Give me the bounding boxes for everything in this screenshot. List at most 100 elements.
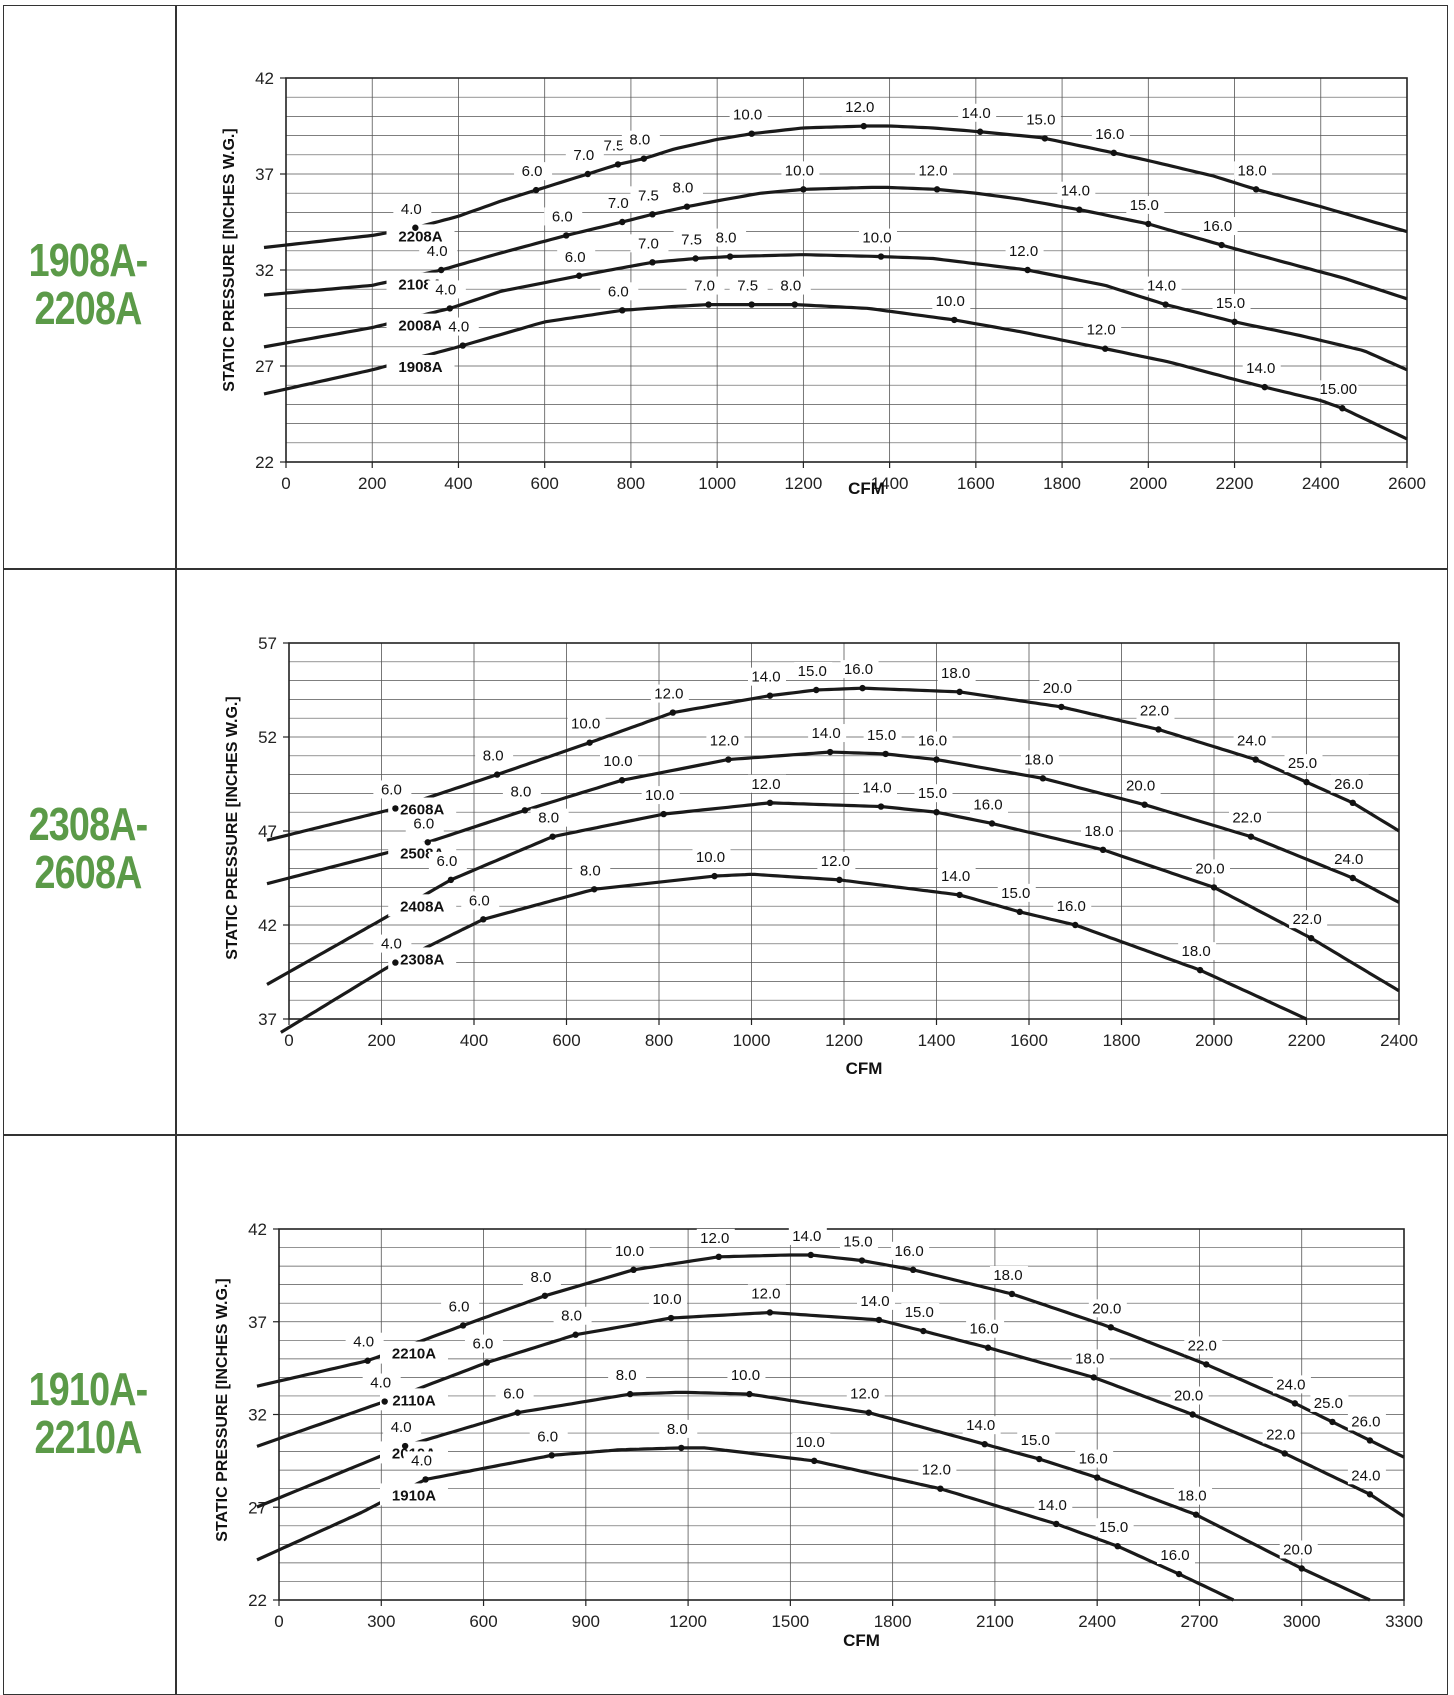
data-label: 7.5: [737, 278, 758, 295]
data-point: [813, 686, 820, 694]
row-divider-2: [3, 1134, 1448, 1136]
data-label-bg: [1017, 1431, 1056, 1450]
data-label-bg: [600, 194, 639, 212]
data-point: [683, 203, 691, 210]
data-label: 15.0: [1099, 1519, 1128, 1536]
data-label-bg: [649, 1290, 688, 1309]
series-2008A: 2008A 4.0 6.0 7.0 7.5 8.0 10.0 12.0 14.0 15.0: [263, 228, 1408, 372]
data-label-bg: [572, 861, 611, 880]
data-label: 12.0: [654, 686, 683, 703]
data-label-bg: [1095, 1518, 1134, 1537]
data-point: [800, 186, 807, 193]
data-label: 15.0: [1001, 885, 1030, 902]
curve-stub: [266, 876, 290, 886]
data-label-bg: [1242, 359, 1281, 378]
grid: [285, 78, 1408, 462]
y-tick-label: 47: [258, 822, 277, 841]
data-point: [422, 1476, 429, 1483]
data-point: [618, 777, 626, 784]
data-label-bg: [1091, 124, 1130, 143]
data-label: 14.0: [792, 1228, 821, 1245]
data-point: [1203, 1361, 1210, 1368]
y-tick-label: 22: [248, 1591, 267, 1610]
data-label-bg: [1081, 821, 1119, 840]
data-label: 16.0: [1160, 1547, 1189, 1564]
data-label: 12.0: [1087, 322, 1116, 339]
data-point: [640, 155, 648, 162]
x-axis-label: CFM: [848, 479, 885, 498]
data-label: 6.0: [469, 892, 490, 909]
data-label: 6.0: [436, 853, 457, 870]
data-label: 6.0: [473, 1336, 494, 1353]
data-point: [1141, 801, 1148, 808]
data-label-bg: [1229, 808, 1267, 827]
data-label-bg: [1039, 678, 1078, 697]
data-label-bg: [692, 848, 731, 867]
data-point: [920, 1327, 927, 1335]
series-name-label: 2110A: [392, 1392, 436, 1409]
y-tick-label: 42: [258, 916, 277, 935]
data-label: 12.0: [751, 1285, 780, 1302]
data-label: 4.0: [427, 243, 448, 260]
data-label: 6.0: [381, 781, 402, 798]
data-point: [877, 803, 885, 810]
data-label-bg: [403, 1451, 442, 1470]
data-point: [807, 1251, 815, 1259]
data-label-bg: [840, 660, 879, 679]
series-1910A: 1910A 4.0 6.0 8.0 10.0 12.0 14.0 15.0 16.0: [256, 1419, 1235, 1602]
data-label: 12.0: [1009, 243, 1038, 260]
data-label-bg: [1122, 776, 1161, 795]
series-name-label: 2210A: [392, 1346, 436, 1363]
data-point: [1192, 1511, 1200, 1518]
data-label: 15.0: [1021, 1432, 1050, 1449]
data-label: 22.0: [1293, 911, 1322, 928]
data-label-bg: [1284, 754, 1323, 773]
data-label: 4.0: [391, 1419, 412, 1436]
curve-line: [285, 253, 1408, 372]
data-point: [1155, 726, 1162, 733]
data-point: [480, 916, 487, 923]
series-1908A: 1908A 4.0 6.0 7.0 7.5 8.0 10.0 12.0 14.0 15.00: [263, 276, 1408, 441]
data-point: [678, 1444, 685, 1452]
data-label: 8.0: [667, 1421, 688, 1438]
data-label: 25.0: [1314, 1395, 1343, 1412]
data-label-bg: [630, 186, 669, 205]
curve-stub: [256, 1379, 280, 1388]
data-label: 14.0: [1147, 278, 1176, 295]
data-label: 4.0: [435, 281, 456, 298]
x-tick-label: 2100: [976, 1612, 1014, 1631]
data-label: 15.0: [1130, 197, 1159, 214]
series-name-label: 2608A: [400, 802, 444, 819]
data-label-bg: [659, 1419, 698, 1438]
data-label: 18.0: [993, 1267, 1022, 1284]
data-label: 16.0: [969, 1321, 998, 1338]
data-label: 15.0: [1026, 111, 1055, 128]
x-tick-label: 400: [444, 474, 472, 493]
data-label: 16.0: [894, 1243, 923, 1260]
data-label-bg: [1272, 1375, 1311, 1394]
x-tick-label: 1800: [1103, 1031, 1141, 1050]
data-label: 10.0: [615, 1243, 644, 1260]
data-point: [548, 1452, 555, 1459]
data-label: 15.0: [1216, 295, 1245, 312]
data-point: [909, 1266, 917, 1274]
data-label-bg: [863, 725, 902, 744]
data-point: [532, 186, 540, 194]
data-label-bg: [1199, 217, 1238, 236]
data-point: [1210, 884, 1218, 891]
data-label-bg: [1262, 1425, 1301, 1444]
data-label: 16.0: [1057, 898, 1086, 915]
data-label-bg: [1174, 1486, 1213, 1505]
data-point: [988, 820, 996, 827]
series-2408A: 2408A 6.0 8.0 10.0 12.0 14.0 15.0 16.0 18.0 20.0 2…: [266, 774, 1400, 993]
data-point: [981, 1440, 988, 1448]
data-label: 4.0: [370, 1375, 391, 1392]
data-point: [614, 161, 622, 168]
row-divider-1: [3, 568, 1448, 570]
data-point: [882, 750, 889, 758]
data-point: [826, 748, 834, 756]
y-tick-label: 22: [255, 453, 274, 472]
data-label: 8.0: [483, 748, 504, 765]
data-point: [860, 122, 867, 130]
